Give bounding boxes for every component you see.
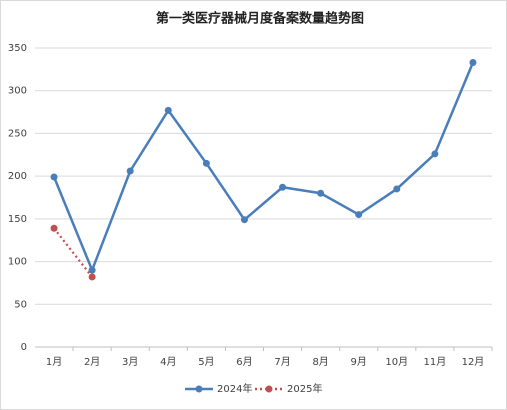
legend-marker — [265, 385, 273, 393]
series-line — [53, 227, 93, 278]
y-tick-label: 100 — [8, 257, 27, 268]
y-tick-label: 350 — [8, 43, 27, 54]
data-point — [126, 167, 134, 175]
data-point — [88, 266, 96, 274]
x-tick-label: 10月 — [385, 356, 408, 368]
data-point — [202, 159, 210, 167]
data-point — [50, 173, 58, 181]
series-line — [52, 62, 475, 274]
x-tick-label: 3月 — [122, 356, 138, 368]
data-point — [240, 216, 248, 224]
data-point — [469, 59, 477, 67]
legend-marker — [195, 385, 203, 393]
y-tick-label: 250 — [8, 128, 27, 139]
legend-label: 2025年 — [287, 382, 322, 395]
data-point — [279, 183, 287, 191]
x-tick-label: 4月 — [160, 356, 176, 368]
x-tick-label: 9月 — [351, 356, 367, 368]
y-tick-label: 50 — [14, 299, 27, 310]
x-tick-label: 7月 — [274, 356, 290, 368]
x-tick-label: 6月 — [236, 356, 252, 368]
y-tick-label: 200 — [8, 171, 27, 182]
data-point — [431, 150, 439, 158]
y-tick-label: 0 — [21, 342, 27, 353]
data-point — [88, 273, 96, 281]
x-tick-label: 2月 — [84, 356, 100, 368]
data-point — [393, 185, 401, 193]
chart-title: 第一类医疗器械月度备案数量趋势图 — [156, 11, 364, 27]
x-tick-label: 1月 — [46, 356, 62, 368]
y-tick-label: 150 — [8, 214, 27, 225]
data-point — [317, 189, 325, 197]
x-tick-label: 12月 — [462, 356, 485, 368]
y-tick-label: 300 — [8, 86, 27, 97]
x-tick-label: 11月 — [424, 356, 447, 368]
x-tick-label: 5月 — [198, 356, 214, 368]
data-point — [355, 211, 363, 219]
data-point — [50, 224, 58, 232]
data-point — [164, 106, 172, 114]
x-tick-label: 8月 — [312, 356, 328, 368]
legend-label: 2024年 — [217, 382, 252, 395]
